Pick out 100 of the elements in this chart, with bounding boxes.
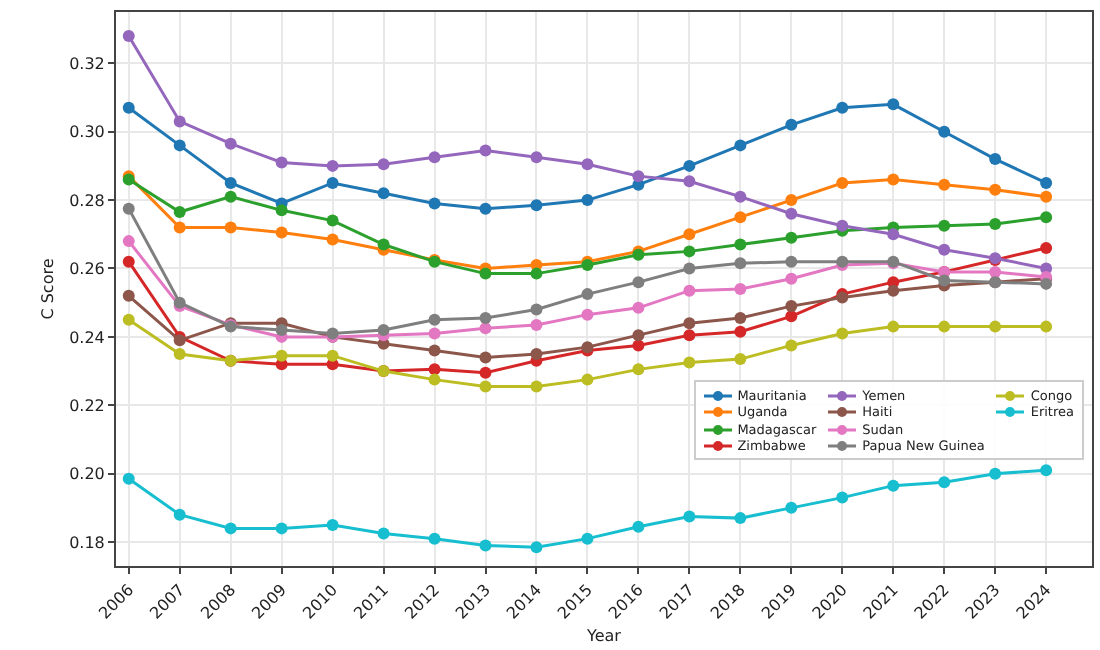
point [734, 190, 747, 203]
point [785, 118, 798, 131]
point [632, 301, 645, 314]
point [683, 159, 696, 172]
y-tick-label: 0.18 [69, 533, 105, 552]
point [428, 532, 441, 545]
point [479, 312, 492, 325]
point [734, 257, 747, 270]
point [581, 158, 594, 171]
point [683, 317, 696, 330]
point [887, 320, 900, 333]
point [326, 214, 339, 227]
y-tick-label: 0.32 [69, 54, 105, 73]
point [785, 300, 798, 313]
point [326, 518, 339, 531]
point [632, 520, 645, 533]
y-tick-label: 0.30 [69, 123, 105, 142]
point [479, 202, 492, 215]
point [683, 510, 696, 523]
point [938, 219, 951, 232]
point [275, 324, 288, 337]
point [938, 274, 951, 287]
point [428, 363, 441, 376]
point [581, 532, 594, 545]
point [632, 363, 645, 376]
point [479, 380, 492, 393]
point [887, 98, 900, 111]
point [785, 231, 798, 244]
point [683, 329, 696, 342]
point [275, 156, 288, 169]
point [275, 226, 288, 239]
point [479, 539, 492, 552]
point [734, 312, 747, 325]
point [938, 476, 951, 489]
point [479, 144, 492, 157]
point [530, 303, 543, 316]
point [836, 101, 849, 114]
point [530, 541, 543, 554]
point [479, 351, 492, 364]
point [122, 289, 135, 302]
point [377, 527, 390, 540]
point [632, 170, 645, 183]
point [428, 373, 441, 386]
point [275, 522, 288, 535]
point [785, 272, 798, 285]
point [275, 349, 288, 362]
point [1040, 241, 1053, 254]
point [224, 190, 237, 203]
point [734, 139, 747, 152]
point [428, 197, 441, 210]
y-tick-label: 0.28 [69, 191, 105, 210]
point [377, 187, 390, 200]
x-axis-title: Year [585, 626, 623, 645]
point [785, 255, 798, 268]
point [938, 178, 951, 191]
point [122, 472, 135, 485]
point [479, 267, 492, 280]
point [734, 353, 747, 366]
point [1040, 464, 1053, 477]
point [785, 310, 798, 323]
point [479, 366, 492, 379]
y-axis-title: C Score [38, 258, 57, 320]
point [224, 137, 237, 150]
point [989, 265, 1002, 278]
point [887, 284, 900, 297]
point [275, 204, 288, 217]
y-tick-label: 0.24 [69, 328, 105, 347]
point [683, 228, 696, 241]
point [785, 501, 798, 514]
point [785, 207, 798, 220]
point [122, 235, 135, 248]
point [1040, 176, 1053, 189]
point [938, 320, 951, 333]
point [683, 262, 696, 275]
point [887, 173, 900, 186]
point [122, 255, 135, 268]
point [530, 380, 543, 393]
point [683, 356, 696, 369]
point [173, 221, 186, 234]
point [122, 29, 135, 42]
point [173, 206, 186, 219]
point [581, 373, 594, 386]
point [836, 327, 849, 340]
point [326, 233, 339, 246]
y-tick-label: 0.22 [69, 396, 105, 415]
point [989, 320, 1002, 333]
point [173, 347, 186, 360]
point [683, 175, 696, 188]
point [530, 318, 543, 331]
point [632, 329, 645, 342]
point [326, 159, 339, 172]
point [377, 158, 390, 171]
point [887, 228, 900, 241]
point [734, 238, 747, 251]
point [173, 115, 186, 128]
point [122, 101, 135, 114]
point [530, 199, 543, 212]
point [173, 139, 186, 152]
point [836, 219, 849, 232]
point [938, 243, 951, 256]
